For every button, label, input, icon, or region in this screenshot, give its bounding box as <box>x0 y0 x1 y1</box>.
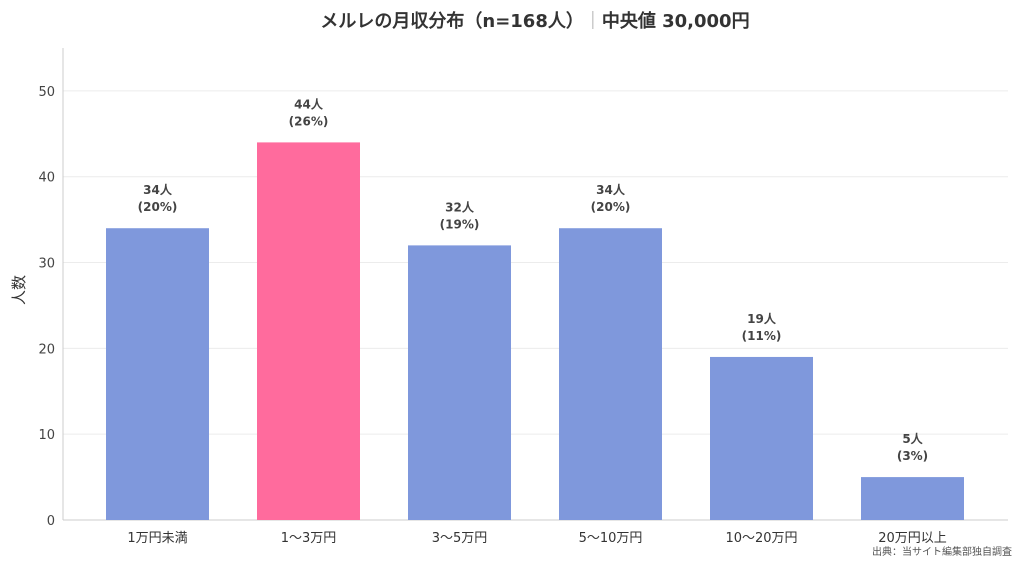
y-tick-label: 30 <box>38 257 55 272</box>
bar-percent-label: (3%) <box>897 449 928 463</box>
bar-value-label: 34人 <box>143 182 173 197</box>
x-tick-label: 20万円以上 <box>878 531 947 546</box>
bar-value-label: 44人 <box>294 96 324 111</box>
y-tick-label: 10 <box>38 428 55 443</box>
bar-percent-label: (11%) <box>742 329 782 343</box>
bar-percent-label: (20%) <box>138 200 178 214</box>
y-tick-label: 20 <box>38 342 55 357</box>
bar-value-label: 34人 <box>596 182 626 197</box>
grid-lines <box>63 90 1008 435</box>
bar-percent-label: (20%) <box>591 200 631 214</box>
x-tick-label: 1〜3万円 <box>281 531 337 546</box>
bar-value-label: 32人 <box>445 199 475 214</box>
y-tick-labels: 0 10 20 30 40 50 <box>38 85 55 529</box>
chart-title: メルレの月収分布（n=168人）｜中央値 30,000円 <box>320 10 749 32</box>
chart-title-separator: ｜ <box>584 11 602 32</box>
source-note: 出典：当サイト編集部独自調査 <box>872 545 1012 558</box>
axes <box>62 48 1008 521</box>
bar-6 <box>861 477 964 520</box>
x-tick-labels: 1万円未満 1〜3万円 3〜5万円 5〜10万円 10〜20万円 20万円以上 <box>127 531 946 546</box>
bar-5 <box>710 356 813 520</box>
y-tick-label: 0 <box>47 514 55 529</box>
chart-title-main: メルレの月収分布（n=168人） <box>320 10 583 32</box>
bar-3 <box>408 245 511 520</box>
bar-1 <box>106 228 209 520</box>
y-tick-label: 40 <box>38 171 55 186</box>
data-labels: 34人 (20%) 44人 (26%) 32人 (19%) 34人 (20%) 19人 (11%)… <box>138 96 929 463</box>
bar-percent-label: (26%) <box>289 114 329 128</box>
y-axis-label: 人数 <box>10 275 28 305</box>
bar-4 <box>559 228 662 520</box>
bar-2 <box>257 142 360 520</box>
x-tick-label: 10〜20万円 <box>725 531 797 546</box>
bars <box>106 142 964 520</box>
x-tick-label: 1万円未満 <box>127 531 187 546</box>
x-tick-label: 5〜10万円 <box>579 531 643 546</box>
bar-percent-label: (19%) <box>440 217 480 231</box>
bar-value-label: 19人 <box>747 311 777 326</box>
x-tick-label: 3〜5万円 <box>432 531 488 546</box>
bar-value-label: 5人 <box>902 431 923 446</box>
y-tick-label: 50 <box>38 85 55 100</box>
chart-subtitle: 中央値 30,000円 <box>602 10 750 32</box>
